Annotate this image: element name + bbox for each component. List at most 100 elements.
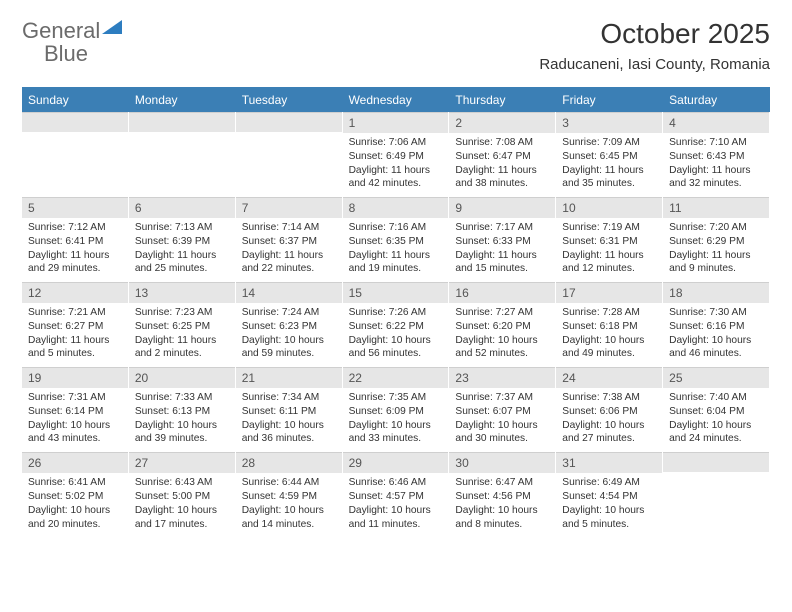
day-number: 19 — [22, 367, 128, 388]
day-details: Sunrise: 7:09 AMSunset: 6:45 PMDaylight:… — [556, 133, 662, 197]
day-cell: 17Sunrise: 7:28 AMSunset: 6:18 PMDayligh… — [556, 282, 663, 367]
daylight-text: Daylight: 11 hours and 42 minutes. — [349, 164, 443, 192]
sunrise-text: Sunrise: 7:27 AM — [455, 306, 549, 320]
day-number: 21 — [236, 367, 342, 388]
sunrise-text: Sunrise: 7:12 AM — [28, 221, 122, 235]
daylight-text: Daylight: 11 hours and 29 minutes. — [28, 249, 122, 277]
sunset-text: Sunset: 6:37 PM — [242, 235, 336, 249]
sunset-text: Sunset: 6:31 PM — [562, 235, 656, 249]
day-cell: 1Sunrise: 7:06 AMSunset: 6:49 PMDaylight… — [343, 112, 450, 197]
day-cell: 15Sunrise: 7:26 AMSunset: 6:22 PMDayligh… — [343, 282, 450, 367]
day-cell: 6Sunrise: 7:13 AMSunset: 6:39 PMDaylight… — [129, 197, 236, 282]
daylight-text: Daylight: 11 hours and 12 minutes. — [562, 249, 656, 277]
day-details: Sunrise: 7:38 AMSunset: 6:06 PMDaylight:… — [556, 388, 662, 452]
day-details: Sunrise: 6:41 AMSunset: 5:02 PMDaylight:… — [22, 473, 128, 537]
sunrise-text: Sunrise: 7:16 AM — [349, 221, 443, 235]
weekday-header: Monday — [129, 88, 236, 112]
day-number: 18 — [663, 282, 769, 303]
day-number: 30 — [449, 452, 555, 473]
day-details: Sunrise: 6:46 AMSunset: 4:57 PMDaylight:… — [343, 473, 449, 537]
sunrise-text: Sunrise: 6:44 AM — [242, 476, 336, 490]
day-cell: 13 Sunrise: 7:23 AMSunset: 6:25 PMDayligh… — [129, 282, 236, 367]
day-details: Sunrise: 7:30 AMSunset: 6:16 PMDaylight:… — [663, 303, 769, 367]
day-number: 27 — [129, 452, 235, 473]
day-cell: 12Sunrise: 7:21 AMSunset: 6:27 PMDayligh… — [22, 282, 129, 367]
day-details: Sunrise: 7:27 AMSunset: 6:20 PMDaylight:… — [449, 303, 555, 367]
weeks-container: 1Sunrise: 7:06 AMSunset: 6:49 PMDaylight… — [22, 112, 770, 537]
weekday-header: Tuesday — [236, 88, 343, 112]
day-cell: 27Sunrise: 6:43 AMSunset: 5:00 PMDayligh… — [129, 452, 236, 537]
day-details: Sunrise: 7:12 AMSunset: 6:41 PMDaylight:… — [22, 218, 128, 282]
day-number: 22 — [343, 367, 449, 388]
day-number: 9 — [449, 197, 555, 218]
month-title: October 2025 — [539, 18, 770, 50]
day-details: Sunrise: 7:28 AMSunset: 6:18 PMDaylight:… — [556, 303, 662, 367]
day-cell: 2Sunrise: 7:08 AMSunset: 6:47 PMDaylight… — [449, 112, 556, 197]
day-details: Sunrise: 7:24 AMSunset: 6:23 PMDaylight:… — [236, 303, 342, 367]
calendar-week-row: 1Sunrise: 7:06 AMSunset: 6:49 PMDaylight… — [22, 112, 770, 197]
sunset-text: Sunset: 6:07 PM — [455, 405, 549, 419]
day-details — [236, 132, 342, 196]
sunset-text: Sunset: 6:35 PM — [349, 235, 443, 249]
day-number: 11 — [663, 197, 769, 218]
daylight-text: Daylight: 10 hours and 56 minutes. — [349, 334, 443, 362]
daylight-text: Daylight: 11 hours and 38 minutes. — [455, 164, 549, 192]
daylight-text: Daylight: 10 hours and 11 minutes. — [349, 504, 443, 532]
calendar-week-row: 26Sunrise: 6:41 AMSunset: 5:02 PMDayligh… — [22, 452, 770, 537]
day-cell: 7Sunrise: 7:14 AMSunset: 6:37 PMDaylight… — [236, 197, 343, 282]
calendar-grid: Sunday Monday Tuesday Wednesday Thursday… — [22, 87, 770, 537]
day-details: Sunrise: 7:10 AMSunset: 6:43 PMDaylight:… — [663, 133, 769, 197]
sunrise-text: Sunrise: 6:43 AM — [135, 476, 229, 490]
daylight-text: Daylight: 10 hours and 49 minutes. — [562, 334, 656, 362]
sunset-text: Sunset: 6:25 PM — [135, 320, 229, 334]
day-details: Sunrise: 6:49 AMSunset: 4:54 PMDaylight:… — [556, 473, 662, 537]
day-number: 20 — [129, 367, 235, 388]
sunrise-text: Sunrise: 7:19 AM — [562, 221, 656, 235]
day-cell: 11Sunrise: 7:20 AMSunset: 6:29 PMDayligh… — [663, 197, 770, 282]
day-number: 8 — [343, 197, 449, 218]
sunset-text: Sunset: 6:45 PM — [562, 150, 656, 164]
day-cell: 30Sunrise: 6:47 AMSunset: 4:56 PMDayligh… — [449, 452, 556, 537]
calendar-week-row: 12Sunrise: 7:21 AMSunset: 6:27 PMDayligh… — [22, 282, 770, 367]
day-number: 1 — [343, 112, 449, 133]
daylight-text: Daylight: 11 hours and 22 minutes. — [242, 249, 336, 277]
sunrise-text: Sunrise: 7:23 AM — [135, 306, 229, 320]
sunset-text: Sunset: 6:13 PM — [135, 405, 229, 419]
sunrise-text: Sunrise: 7:30 AM — [669, 306, 763, 320]
weekday-header: Wednesday — [343, 88, 450, 112]
sunset-text: Sunset: 4:56 PM — [455, 490, 549, 504]
day-cell: 24Sunrise: 7:38 AMSunset: 6:06 PMDayligh… — [556, 367, 663, 452]
location-label: Raducaneni, Iasi County, Romania — [539, 56, 770, 73]
title-block: October 2025 Raducaneni, Iasi County, Ro… — [539, 18, 770, 73]
day-number: 6 — [129, 197, 235, 218]
sunset-text: Sunset: 6:14 PM — [28, 405, 122, 419]
sunrise-text: Sunrise: 7:20 AM — [669, 221, 763, 235]
day-number: 17 — [556, 282, 662, 303]
sunset-text: Sunset: 6:29 PM — [669, 235, 763, 249]
sunset-text: Sunset: 6:43 PM — [669, 150, 763, 164]
day-cell: 9Sunrise: 7:17 AMSunset: 6:33 PMDaylight… — [449, 197, 556, 282]
daylight-text: Daylight: 10 hours and 24 minutes. — [669, 419, 763, 447]
day-cell: 16Sunrise: 7:27 AMSunset: 6:20 PMDayligh… — [449, 282, 556, 367]
sunrise-text: Sunrise: 7:31 AM — [28, 391, 122, 405]
day-cell: 19Sunrise: 7:31 AMSunset: 6:14 PMDayligh… — [22, 367, 129, 452]
day-cell: 23Sunrise: 7:37 AMSunset: 6:07 PMDayligh… — [449, 367, 556, 452]
day-number: 4 — [663, 112, 769, 133]
daylight-text: Daylight: 10 hours and 8 minutes. — [455, 504, 549, 532]
sunrise-text: Sunrise: 7:09 AM — [562, 136, 656, 150]
calendar-week-row: 19 Sunrise: 7:31 AMSunset: 6:14 PM Dayligh… — [22, 367, 770, 452]
logo-text: General Blue — [22, 18, 124, 66]
daylight-text: Daylight: 10 hours and 59 minutes. — [242, 334, 336, 362]
day-number — [663, 452, 769, 472]
daylight-text: Daylight: 11 hours and 32 minutes. — [669, 164, 763, 192]
daylight-text: Daylight: 11 hours and 5 minutes. — [28, 334, 122, 362]
weekday-header: Friday — [556, 88, 663, 112]
day-number: 13 — [129, 282, 235, 303]
sunrise-text: Sunrise: 7:26 AM — [349, 306, 443, 320]
sunrise-text: Sunrise: 6:41 AM — [28, 476, 122, 490]
daylight-text: Daylight: 11 hours and 2 minutes. — [135, 334, 229, 362]
weekday-header: Saturday — [663, 88, 770, 112]
sunset-text: Sunset: 6:41 PM — [28, 235, 122, 249]
header: General Blue October 2025 Raducaneni, Ia… — [22, 18, 770, 73]
day-number: 26 — [22, 452, 128, 473]
